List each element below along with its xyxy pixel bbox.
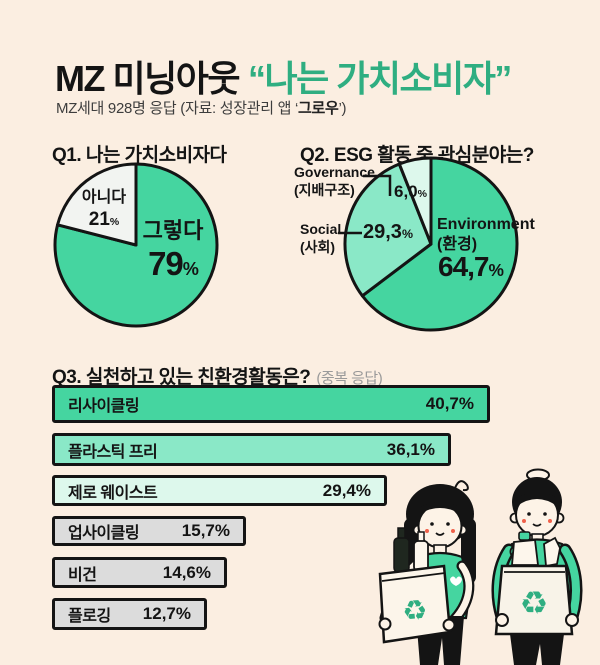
q1-title: Q1. 나는 가치소비자다 bbox=[52, 144, 227, 166]
bar-label: 비건 bbox=[68, 566, 97, 584]
percent-sign: % bbox=[175, 604, 191, 623]
pie-slice bbox=[397, 156, 433, 246]
wine-bottle bbox=[393, 527, 410, 573]
q2-governance-value: 6,0% bbox=[394, 182, 428, 201]
subtitle-source-name: 그로우 bbox=[298, 100, 339, 117]
woman-hair-curl bbox=[454, 480, 469, 492]
q3-bar-vegan: 비건 14,6% bbox=[52, 557, 227, 588]
man-fringe bbox=[517, 492, 557, 506]
milk-jug bbox=[509, 531, 540, 566]
man-smile bbox=[532, 523, 542, 527]
q3-bar-plastic-free: 플라스틱 프리 36,1% bbox=[52, 433, 451, 466]
bar-value: 15,7% bbox=[181, 521, 230, 540]
q2-governance-label: Governance (지배구조) bbox=[294, 163, 375, 199]
title-green-part: “나는 가치소비자” bbox=[247, 58, 512, 100]
bar-label: 리사이클링 bbox=[68, 398, 140, 415]
page-title: MZ 미닝아웃 “나는 가치소비자” bbox=[55, 50, 512, 102]
illustration-people: ♻ bbox=[378, 468, 583, 665]
subtitle: MZ세대 928명 응답 (자료: 성장관리 앱 ‘그로우’) bbox=[56, 97, 347, 118]
recycle-icon: ♻ bbox=[520, 585, 549, 621]
pie-slice bbox=[360, 156, 519, 332]
percent-sign: % bbox=[195, 562, 211, 582]
environment-label-ko: (환경) bbox=[437, 236, 478, 253]
q2-environment-label: Environment (환경) bbox=[437, 215, 535, 255]
woman-fringe bbox=[419, 502, 461, 514]
subtitle-suffix: ’) bbox=[338, 100, 347, 117]
bar-value: 12,7% bbox=[142, 604, 191, 623]
man-blush bbox=[522, 519, 526, 523]
woman-figure: ♻ bbox=[378, 480, 476, 665]
q1-pie-chart bbox=[53, 162, 219, 328]
woman-blush bbox=[425, 529, 429, 533]
q2-pie-slices bbox=[343, 156, 519, 332]
q2-social-value: 29,3% bbox=[363, 221, 413, 243]
q1-no-name: 아니다 bbox=[81, 189, 127, 206]
percent-sign: % bbox=[488, 260, 504, 280]
plastic-bottle bbox=[543, 536, 561, 568]
bar-value: 29,4% bbox=[322, 480, 371, 500]
recycle-icon: ♻ bbox=[401, 594, 429, 627]
q2-pie-chart bbox=[338, 156, 519, 332]
pie-slice bbox=[56, 162, 138, 247]
q1-slice-label-no: 아니다 21% bbox=[72, 189, 136, 231]
social-label-ko: (사회) bbox=[300, 239, 336, 255]
governance-label-ko: (지배구조) bbox=[294, 182, 355, 198]
bar-label: 제로 웨이스트 bbox=[68, 484, 158, 502]
bar-label: 플라스틱 프리 bbox=[68, 443, 158, 461]
bar-value: 36,1% bbox=[386, 439, 435, 459]
q2-environment-value: 64,7% bbox=[438, 251, 504, 282]
percent-sign: % bbox=[417, 188, 428, 200]
q1-yes-name: 그렇다 bbox=[142, 218, 204, 243]
q2-social-label: Social (사회) bbox=[300, 220, 341, 256]
percent-sign: % bbox=[214, 521, 230, 540]
q2-title: Q2. ESG 활동 중 관심분야는? bbox=[300, 144, 534, 166]
bar-value: 40,7% bbox=[425, 394, 474, 413]
social-label-en: Social bbox=[300, 221, 342, 237]
bar-value: 14,6% bbox=[162, 562, 211, 582]
man-hand bbox=[495, 613, 509, 627]
recycling-bag bbox=[494, 564, 574, 636]
man-eye bbox=[543, 512, 547, 516]
percent-sign: % bbox=[401, 227, 413, 241]
pie-slice bbox=[343, 162, 433, 298]
governance-label-en: Governance bbox=[294, 164, 375, 180]
woman-hand bbox=[442, 618, 456, 632]
man-blush bbox=[548, 519, 552, 523]
governance-pointer-line bbox=[363, 174, 392, 196]
woman-blush bbox=[451, 529, 455, 533]
q3-title: Q3. 실천하고 있는 친환경활동은? (중복 응답) bbox=[52, 366, 383, 388]
percent-sign: % bbox=[109, 217, 120, 229]
man-eye bbox=[527, 512, 531, 516]
bar-label: 플로깅 bbox=[68, 608, 111, 625]
percent-sign: % bbox=[355, 480, 371, 500]
q1-no-value: 21% bbox=[88, 209, 120, 231]
q3-bar-zero-waste: 제로 웨이스트 29,4% bbox=[52, 475, 387, 506]
q1-yes-value: 79% bbox=[148, 245, 199, 283]
man-sleeve bbox=[561, 546, 580, 621]
percent-sign: % bbox=[458, 394, 474, 413]
bar-label: 업사이클링 bbox=[68, 525, 140, 542]
woman-eye bbox=[446, 522, 450, 526]
man-hand bbox=[565, 613, 579, 627]
q3-bar-recycling: 리사이클링 40,7% bbox=[52, 385, 490, 423]
q3-bar-upcycling: 업사이클링 15,7% bbox=[52, 516, 246, 546]
environment-label-en: Environment bbox=[437, 216, 535, 233]
q3-bar-plogging: 플로깅 12,7% bbox=[52, 598, 207, 630]
woman-hand bbox=[378, 617, 392, 631]
title-black-part: MZ 미닝아웃 bbox=[55, 58, 240, 100]
subtitle-prefix: MZ세대 928명 응답 (자료: 성장관리 앱 ‘ bbox=[56, 100, 298, 117]
percent-sign: % bbox=[419, 439, 435, 459]
woman-eye bbox=[430, 522, 434, 526]
percent-sign: % bbox=[182, 259, 199, 280]
box-top-edge bbox=[381, 572, 446, 582]
q1-slice-label-yes: 그렇다 79% bbox=[140, 218, 206, 283]
woman-smile bbox=[435, 532, 445, 536]
man-figure: ♻ bbox=[491, 468, 583, 665]
q3-note: (중복 응답) bbox=[316, 369, 383, 387]
man-pants bbox=[510, 634, 564, 665]
heart-icon bbox=[450, 576, 462, 586]
